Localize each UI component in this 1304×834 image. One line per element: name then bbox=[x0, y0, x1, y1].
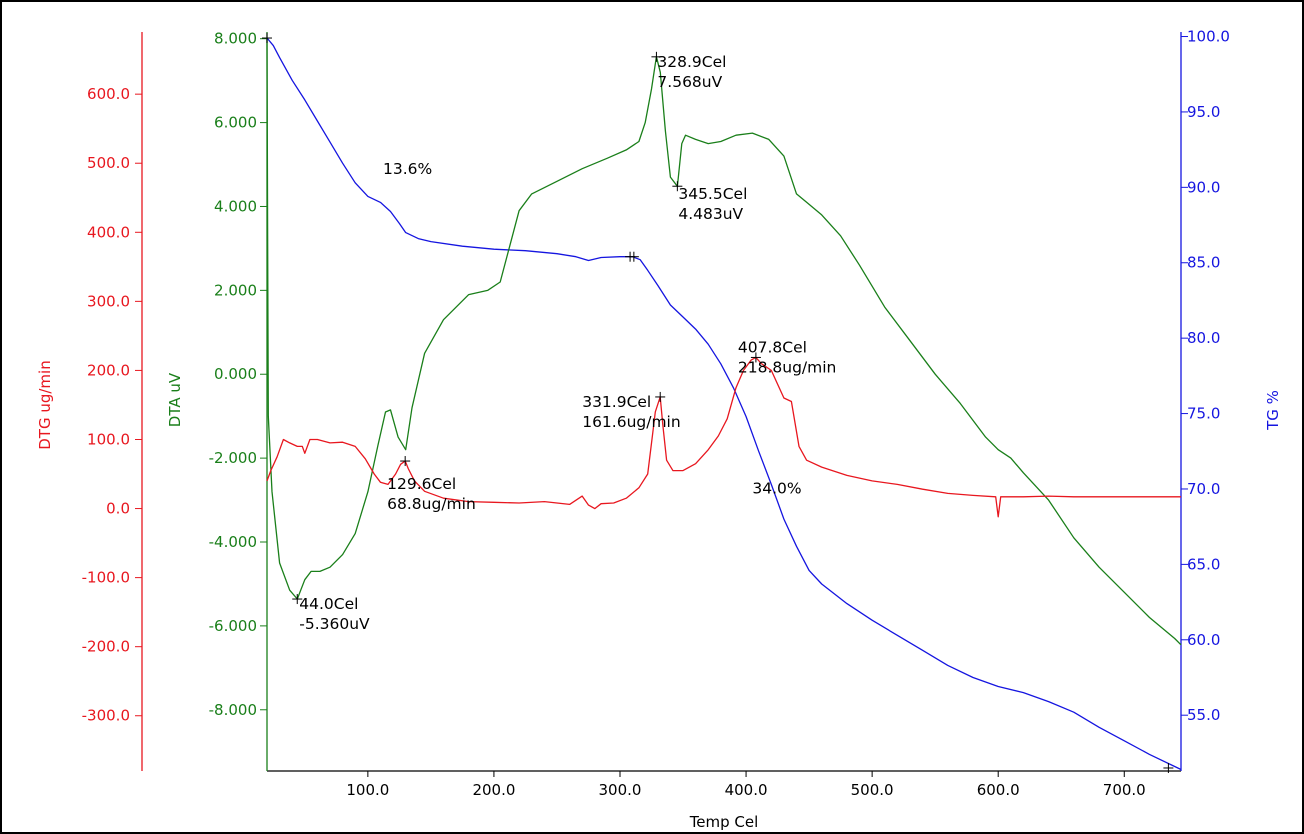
peak-annotation-line: 7.568uV bbox=[657, 73, 722, 91]
peak-annotation-line: 129.6Cel bbox=[387, 475, 456, 493]
dta-tick-label: 8.000 bbox=[214, 30, 257, 48]
peak-marker bbox=[292, 594, 303, 605]
dta-curve bbox=[266, 38, 1182, 646]
tg-tick-label: 85.0 bbox=[1187, 254, 1220, 272]
x-axis-title: Temp Cel bbox=[689, 813, 759, 831]
peak-marker bbox=[672, 181, 683, 192]
peak-annotation: 129.6Cel 68.8ug/min bbox=[387, 475, 476, 513]
dta-tick-label: -4.000 bbox=[209, 533, 257, 551]
x-tick-label: 700.0 bbox=[1103, 781, 1146, 799]
x-tick-label: 200.0 bbox=[472, 781, 515, 799]
dtg-axis-title: DTG ug/min bbox=[36, 360, 54, 449]
tg-tick-label: 95.0 bbox=[1187, 103, 1220, 121]
dtg-tick-label: 500.0 bbox=[87, 154, 130, 172]
peak-annotation-line: 4.483uV bbox=[678, 205, 743, 223]
tg-tick-label: 100.0 bbox=[1187, 28, 1230, 46]
tg-step-marker bbox=[1163, 762, 1174, 773]
tg-tick-label: 60.0 bbox=[1187, 631, 1220, 649]
dta-tick-label: 0.000 bbox=[214, 365, 257, 383]
peak-annotation: 345.5Cel 4.483uV bbox=[678, 185, 747, 223]
dta-tick-label: 6.000 bbox=[214, 114, 257, 132]
dtg-tick-label: 300.0 bbox=[87, 292, 130, 310]
dta-tick-label: 4.000 bbox=[214, 197, 257, 215]
dtg-tick-label: 200.0 bbox=[87, 361, 130, 379]
peak-annotation: 407.8Cel 218.8ug/min bbox=[738, 338, 837, 376]
dta-tick-label: -8.000 bbox=[209, 701, 257, 719]
peak-annotation-line: 44.0Cel bbox=[299, 595, 358, 613]
dtg-tick-label: -300.0 bbox=[82, 707, 130, 725]
peak-marker bbox=[750, 352, 761, 363]
peak-annotation: 44.0Cel -5.360uV bbox=[299, 595, 370, 633]
dtg-tick-label: 0.0 bbox=[106, 500, 130, 518]
mass-loss-label: 13.6% bbox=[383, 160, 432, 178]
x-tick-label: 300.0 bbox=[599, 781, 642, 799]
tg-axis: 100.0 95.0 90.0 85.0 80.0 75.0 70.0 65.0 60.0 55.… bbox=[1180, 28, 1282, 771]
tg-tick-label: 80.0 bbox=[1187, 329, 1220, 347]
peak-annotation-line: -5.360uV bbox=[299, 615, 370, 633]
x-tick-label: 600.0 bbox=[977, 781, 1020, 799]
peak-marker bbox=[651, 51, 662, 62]
dta-tick-label: 2.000 bbox=[214, 281, 257, 299]
tg-axis-title: TG % bbox=[1264, 390, 1282, 431]
dtg-tick-label: 400.0 bbox=[87, 223, 130, 241]
dtg-tick-label: -200.0 bbox=[82, 638, 130, 656]
peak-annotation: 328.9Cel 7.568uV bbox=[657, 53, 726, 91]
tg-tick-label: 65.0 bbox=[1187, 555, 1220, 573]
dta-tick-label: -6.000 bbox=[209, 617, 257, 635]
tg-tick-label: 55.0 bbox=[1187, 706, 1220, 724]
tg-tick-label: 75.0 bbox=[1187, 405, 1220, 423]
peak-annotation-line: 68.8ug/min bbox=[387, 495, 476, 513]
tg-tick-label: 90.0 bbox=[1187, 178, 1220, 196]
dta-tick-label: -2.000 bbox=[209, 449, 257, 467]
tg-step-marker bbox=[628, 251, 639, 262]
dtg-axis: 600.0 500.0 400.0 300.0 200.0 100.0 0.0 -100.0 -… bbox=[36, 32, 143, 771]
dtg-tick-label: -100.0 bbox=[82, 569, 130, 587]
peak-annotation-line: 407.8Cel bbox=[738, 338, 807, 356]
peak-annotation: 331.9Cel 161.6ug/min bbox=[582, 393, 681, 431]
peak-annotation-line: 328.9Cel bbox=[657, 53, 726, 71]
tg-tick-label: 70.0 bbox=[1187, 480, 1220, 498]
peak-annotation-line: 161.6ug/min bbox=[582, 413, 681, 431]
x-tick-label: 400.0 bbox=[725, 781, 768, 799]
peak-annotation-line: 345.5Cel bbox=[678, 185, 747, 203]
x-tick-label: 500.0 bbox=[851, 781, 894, 799]
tg-step-marker bbox=[262, 33, 272, 44]
mass-loss-label: 34.0% bbox=[752, 479, 801, 497]
peak-marker bbox=[655, 391, 666, 402]
dtg-tick-label: 600.0 bbox=[87, 85, 130, 103]
peak-annotation-line: 218.8ug/min bbox=[738, 358, 837, 376]
dta-axis: 8.000 6.000 4.000 2.000 0.000 -2.000 -4.000 -6.… bbox=[166, 30, 268, 771]
x-tick-label: 100.0 bbox=[346, 781, 389, 799]
dtg-tick-label: 100.0 bbox=[87, 430, 130, 448]
tg-curve bbox=[266, 37, 1182, 771]
dta-axis-title: DTA uV bbox=[166, 372, 184, 427]
x-axis: 100.0 200.0 300.0 400.0 500.0 600.0 700.0 bbox=[346, 771, 1146, 799]
peak-annotation-line: 331.9Cel bbox=[582, 393, 651, 411]
dtg-curve bbox=[266, 356, 1181, 518]
peak-marker bbox=[400, 456, 411, 467]
